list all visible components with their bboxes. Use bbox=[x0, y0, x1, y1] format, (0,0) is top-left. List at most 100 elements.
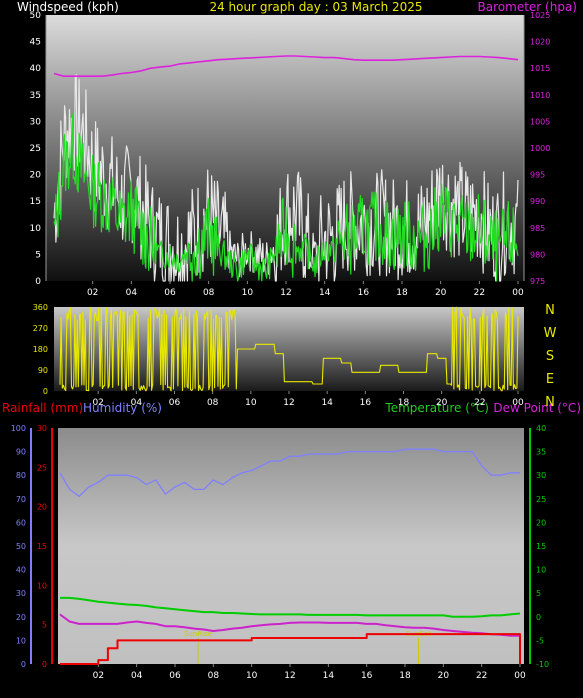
x-tick-label: 20 bbox=[438, 671, 450, 681]
rainfall-tick-label: 10 bbox=[37, 581, 47, 590]
compass-tick-label: S bbox=[546, 349, 554, 364]
temperature-tick-label: 30 bbox=[536, 471, 546, 480]
humidity-tick-label: 100 bbox=[11, 424, 26, 433]
x-tick-label: 12 bbox=[284, 671, 295, 681]
direction-tick-label: 90 bbox=[38, 366, 48, 375]
wind-tick-label: 30 bbox=[30, 117, 42, 127]
wind-barometer-chart: 0510152025303540455097598098599099510001… bbox=[30, 11, 551, 298]
temperature-tick-label: 10 bbox=[536, 566, 546, 575]
x-tick-label: 00 bbox=[512, 288, 524, 298]
x-tick-label: 16 bbox=[361, 671, 373, 681]
x-tick-label: 12 bbox=[280, 288, 291, 298]
rainfall-tick-label: 20 bbox=[37, 503, 47, 512]
barometer-tick-label: 985 bbox=[530, 224, 545, 233]
x-tick-label: 00 bbox=[514, 671, 526, 681]
barometer-axis-title: Barometer (hpa) bbox=[478, 0, 577, 14]
rainfall-tick-label: 30 bbox=[37, 424, 47, 433]
temperature-series-line bbox=[60, 596, 521, 618]
humidity-tick-label: 20 bbox=[16, 613, 26, 622]
rainfall-tick-label: 25 bbox=[37, 463, 47, 472]
x-tick-label: 18 bbox=[396, 288, 408, 298]
humidity-tick-label: 50 bbox=[16, 542, 26, 551]
sunrise-marker-label: SunRise bbox=[184, 630, 212, 638]
barometer-tick-label: 1010 bbox=[530, 91, 550, 100]
x-tick-label: 10 bbox=[242, 288, 254, 298]
x-tick-label: 12 bbox=[283, 398, 294, 408]
rainfall-tick-label: 15 bbox=[37, 542, 47, 551]
humidity-axis-title: Humidity (%) bbox=[83, 401, 162, 415]
dewpoint-series-line bbox=[59, 613, 520, 637]
x-tick-label: 08 bbox=[203, 288, 215, 298]
barometer-tick-label: 1025 bbox=[530, 11, 550, 20]
humidity-tick-label: 40 bbox=[16, 566, 26, 575]
barometer-tick-label: 1020 bbox=[530, 38, 550, 47]
x-tick-label: 08 bbox=[208, 671, 220, 681]
direction-tick-label: 270 bbox=[33, 324, 48, 333]
x-tick-label: 04 bbox=[131, 671, 143, 681]
humidity-tick-label: 0 bbox=[21, 660, 26, 669]
x-tick-label: 10 bbox=[245, 398, 257, 408]
compass-tick-label: E bbox=[546, 372, 554, 387]
windspeed-axis-title: Windspeed (kph) bbox=[17, 0, 119, 14]
humidity-tick-label: 60 bbox=[16, 518, 26, 527]
x-tick-label: 18 bbox=[399, 671, 411, 681]
direction-series-line bbox=[59, 306, 519, 392]
temperature-tick-label: 35 bbox=[536, 448, 546, 457]
dewpoint-axis-title: Dew Point (°C) bbox=[493, 401, 581, 415]
x-tick-label: 02 bbox=[92, 398, 103, 408]
x-tick-label: 02 bbox=[87, 288, 98, 298]
rainfall-tick-label: 5 bbox=[42, 621, 47, 630]
x-tick-label: 16 bbox=[360, 398, 372, 408]
x-tick-label: 10 bbox=[246, 671, 258, 681]
x-tick-label: 20 bbox=[435, 288, 447, 298]
x-tick-label: 02 bbox=[93, 671, 104, 681]
x-tick-label: 22 bbox=[474, 398, 485, 408]
x-tick-label: 06 bbox=[169, 398, 181, 408]
compass-tick-label: N bbox=[545, 395, 555, 410]
barometer-tick-label: 1005 bbox=[530, 117, 550, 126]
compass-tick-label: W bbox=[544, 326, 557, 341]
rainfall-series-line bbox=[60, 633, 521, 665]
x-tick-label: 04 bbox=[126, 288, 138, 298]
direction-tick-label: 0 bbox=[43, 387, 48, 396]
x-tick-label: 04 bbox=[131, 398, 143, 408]
temp-humidity-rain-chart: 0102030405060708090100051015202530-10-50… bbox=[11, 424, 549, 681]
humidity-tick-label: 70 bbox=[16, 495, 26, 504]
chart-title: 24 hour graph day : 03 March 2025 bbox=[209, 0, 422, 14]
wind-tick-label: 40 bbox=[30, 64, 42, 74]
wind-tick-label: 50 bbox=[30, 11, 42, 21]
temperature-tick-label: 15 bbox=[536, 542, 546, 551]
x-tick-label: 22 bbox=[476, 671, 487, 681]
barometer-tick-label: 980 bbox=[530, 250, 545, 259]
plot-area bbox=[58, 428, 524, 664]
temperature-tick-label: -5 bbox=[536, 636, 544, 645]
direction-tick-label: 360 bbox=[33, 303, 48, 312]
temperature-tick-label: 40 bbox=[536, 424, 546, 433]
wind-tick-label: 45 bbox=[30, 38, 41, 48]
direction-tick-label: 180 bbox=[33, 345, 48, 354]
x-tick-label: 14 bbox=[319, 288, 331, 298]
wind-tick-label: 10 bbox=[30, 224, 42, 234]
barometer-tick-label: 1015 bbox=[530, 64, 550, 73]
wind-tick-label: 0 bbox=[35, 277, 41, 287]
wind-tick-label: 5 bbox=[35, 250, 41, 260]
temperature-tick-label: -10 bbox=[536, 660, 549, 669]
barometer-tick-label: 990 bbox=[530, 197, 545, 206]
x-tick-label: 20 bbox=[436, 398, 448, 408]
wind-tick-label: 25 bbox=[30, 144, 41, 154]
humidity-tick-label: 90 bbox=[16, 448, 26, 457]
windspeed-series-line bbox=[53, 113, 519, 282]
compass-tick-label: N bbox=[545, 303, 555, 318]
x-tick-label: 06 bbox=[164, 288, 176, 298]
x-tick-label: 06 bbox=[169, 671, 181, 681]
temperature-tick-label: 5 bbox=[536, 589, 541, 598]
x-tick-label: 08 bbox=[207, 398, 219, 408]
humidity-tick-label: 30 bbox=[16, 589, 26, 598]
x-tick-label: 16 bbox=[358, 288, 370, 298]
rainfall-tick-label: 0 bbox=[42, 660, 47, 669]
temperature-tick-label: 0 bbox=[536, 613, 541, 622]
x-tick-label: 22 bbox=[474, 288, 485, 298]
